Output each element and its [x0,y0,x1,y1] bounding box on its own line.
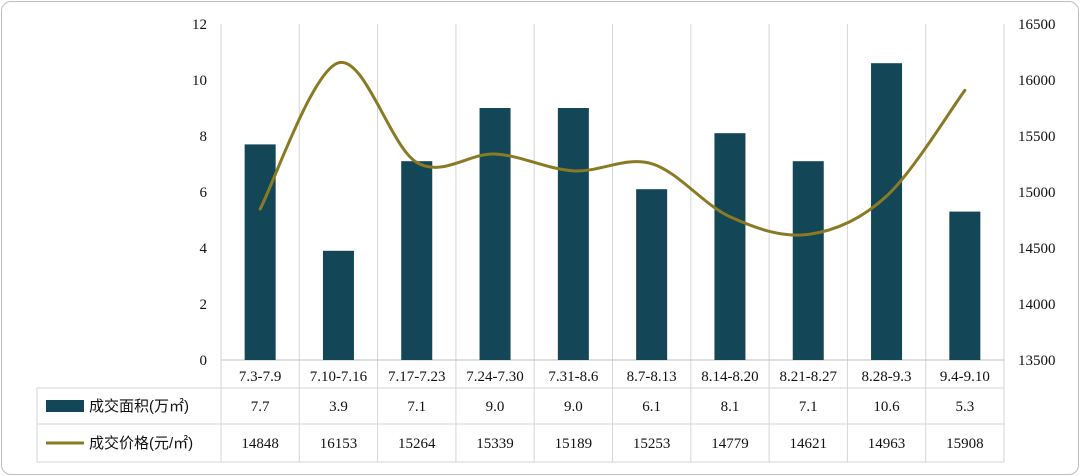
y-tick-label: 2 [200,297,208,313]
category-label: 8.28-9.3 [862,369,912,385]
category-label: 7.24-7.30 [466,369,524,385]
data-label: 7.1 [799,399,818,415]
bar-7.17-7.23 [401,161,433,360]
data-label: 3.9 [329,399,348,415]
bar-8.7-8.13 [636,189,668,360]
data-label: 15189 [555,436,593,452]
y-tick-label: 10 [192,73,207,89]
data-label: 8.1 [721,399,740,415]
legend-swatch-area [46,400,84,412]
data-label: 14779 [711,436,749,452]
data-label: 14963 [868,436,906,452]
y2-tick-label: 14500 [1018,241,1056,257]
category-label: 8.14-8.20 [701,369,759,385]
category-label: 7.3-7.9 [239,369,282,385]
data-label: 15908 [946,436,984,452]
data-label: 7.7 [251,399,270,415]
legend-label: 成交面积(万㎡) [89,397,189,415]
data-label: 6.1 [642,399,661,415]
category-label: 8.21-8.27 [780,369,838,385]
y-tick-label: 8 [200,129,208,145]
y-tick-label: 4 [200,241,208,257]
bar-7.3-7.9 [244,144,276,360]
y2-tick-label: 13500 [1018,353,1056,369]
bar-8.21-8.27 [792,161,824,360]
legend-label: 成交价格(元/㎡) [89,434,193,452]
category-label: 7.17-7.23 [388,369,446,385]
bar-7.31-8.6 [557,108,589,360]
y2-tick-label: 14000 [1018,297,1056,313]
data-label: 14621 [790,436,828,452]
data-label: 10.6 [873,399,900,415]
y-tick-label: 0 [200,353,208,369]
y2-tick-label: 15000 [1018,185,1056,201]
bar-7.10-7.16 [322,250,354,360]
data-label: 9.0 [564,399,583,415]
bar-7.24-7.30 [479,108,511,360]
data-label: 15253 [633,436,671,452]
y2-tick-label: 16500 [1018,17,1056,33]
data-label: 5.3 [955,399,974,415]
data-label: 15264 [398,436,436,452]
category-label: 8.7-8.13 [627,369,677,385]
data-label: 9.0 [486,399,505,415]
category-label: 7.31-8.6 [548,369,598,385]
y2-tick-label: 16000 [1018,73,1056,89]
category-label: 9.4-9.10 [940,369,990,385]
bar-9.4-9.10 [949,211,981,360]
category-label: 7.10-7.16 [310,369,368,385]
y2-tick-label: 15500 [1018,129,1056,145]
bar-8.14-8.20 [714,133,746,360]
data-label: 16153 [320,436,358,452]
data-label: 7.1 [407,399,426,415]
bar-8.28-9.3 [871,63,903,360]
data-label: 15339 [476,436,514,452]
data-label: 14848 [241,436,279,452]
price-line [258,61,967,237]
y-tick-label: 12 [192,17,207,33]
y-tick-label: 6 [200,185,208,201]
